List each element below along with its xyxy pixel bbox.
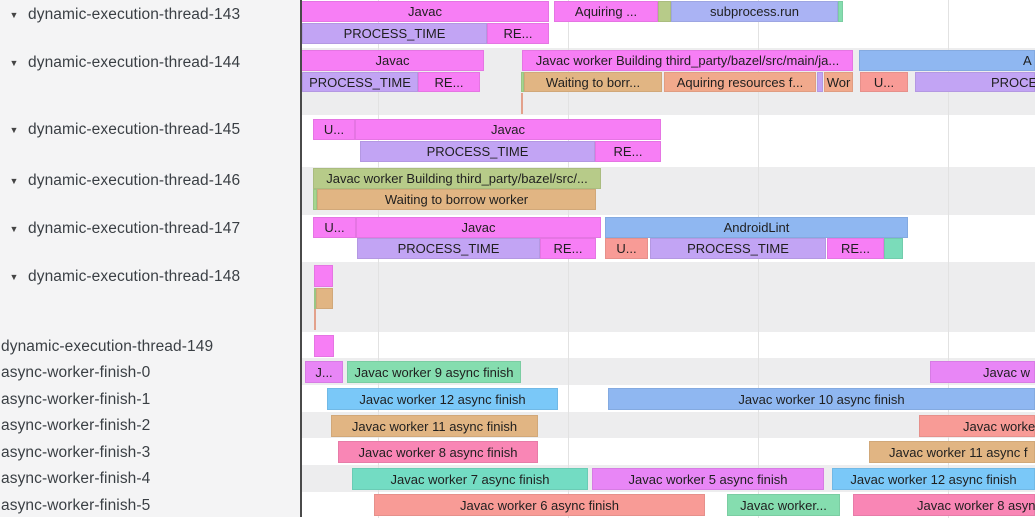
- collapse-arrow-icon[interactable]: ▼: [9, 175, 19, 186]
- timeline-slice[interactable]: [521, 93, 523, 114]
- timeline-slice[interactable]: PROCESS_TIME: [360, 141, 595, 162]
- track-label-dynamic-execution-thread-149[interactable]: dynamic-execution-thread-149: [0, 336, 300, 357]
- track-name: dynamic-execution-thread-144: [28, 53, 241, 71]
- timeline-slice[interactable]: U...: [313, 119, 355, 140]
- timeline-slice[interactable]: [838, 1, 843, 22]
- track-name: dynamic-execution-thread-149: [1, 337, 214, 355]
- timeline-slice[interactable]: AndroidLint: [605, 217, 908, 238]
- timeline-slice[interactable]: A: [859, 50, 1035, 71]
- timeline-slice[interactable]: Javac worker...: [727, 494, 840, 516]
- timeline-slice[interactable]: Javac worker 8 asyn: [853, 494, 1035, 516]
- track-label-dynamic-execution-thread-144[interactable]: ▼ dynamic-execution-thread-144: [0, 52, 300, 73]
- timeline-slice[interactable]: [314, 309, 316, 330]
- track-label-dynamic-execution-thread-146[interactable]: ▼ dynamic-execution-thread-146: [0, 170, 300, 191]
- track-label-dynamic-execution-thread-143[interactable]: ▼ dynamic-execution-thread-143: [0, 4, 300, 25]
- track-band: [302, 262, 1035, 332]
- timeline-slice[interactable]: Waiting to borrow worker: [317, 189, 596, 210]
- timeline-slice[interactable]: [817, 72, 823, 92]
- timeline-slice[interactable]: subprocess.run: [671, 1, 838, 22]
- timeline-slice[interactable]: [314, 335, 334, 357]
- track-name: dynamic-execution-thread-143: [28, 5, 241, 23]
- track-label-dynamic-execution-thread-148[interactable]: ▼ dynamic-execution-thread-148: [0, 266, 300, 287]
- timeline-slice[interactable]: PROCE: [915, 72, 1035, 92]
- timeline-slice[interactable]: Javac worker Building third_party/bazel/…: [313, 168, 601, 189]
- timeline-slice[interactable]: U...: [605, 238, 648, 259]
- timeline-slice[interactable]: Aquiring resources f...: [664, 72, 816, 92]
- timeline-slice[interactable]: Javac worker 12 async finish: [327, 388, 558, 410]
- timeline-slice[interactable]: Javac worker 7 async finish: [352, 468, 588, 490]
- timeline-slice[interactable]: Javac worker 11 async f: [869, 441, 1035, 463]
- track-name: async-worker-finish-0: [1, 363, 151, 381]
- collapse-arrow-icon[interactable]: ▼: [9, 57, 19, 68]
- sidebar-divider: [300, 0, 302, 517]
- timeline-slice[interactable]: U...: [860, 72, 908, 92]
- timeline-slice[interactable]: [314, 288, 316, 309]
- track-name: async-worker-finish-2: [1, 416, 151, 434]
- timeline-slice[interactable]: Javac worker 5 async finish: [592, 468, 824, 490]
- collapse-arrow-icon[interactable]: ▼: [9, 9, 19, 20]
- timeline-slice[interactable]: [316, 288, 333, 309]
- timeline-slice[interactable]: Javac: [301, 1, 549, 22]
- time-gridline: [568, 0, 569, 518]
- track-label-async-worker-finish-5[interactable]: async-worker-finish-5: [0, 495, 300, 516]
- timeline-slice[interactable]: Javac worke: [919, 415, 1035, 437]
- timeline-slice[interactable]: J...: [305, 361, 343, 383]
- time-gridline: [758, 0, 759, 518]
- collapse-arrow-icon[interactable]: ▼: [9, 271, 19, 282]
- track-name: async-worker-finish-1: [1, 390, 151, 408]
- timeline-slice[interactable]: Javac worker 10 async finish: [608, 388, 1035, 410]
- track-label-async-worker-finish-4[interactable]: async-worker-finish-4: [0, 468, 300, 489]
- timeline-slice[interactable]: Javac: [356, 217, 601, 238]
- timeline-slice[interactable]: RE...: [540, 238, 596, 259]
- track-label-dynamic-execution-thread-145[interactable]: ▼ dynamic-execution-thread-145: [0, 119, 300, 140]
- timeline-slice[interactable]: [884, 238, 903, 259]
- timeline-slice[interactable]: [658, 1, 671, 22]
- track-label-async-worker-finish-3[interactable]: async-worker-finish-3: [0, 442, 300, 463]
- timeline-slice[interactable]: RE...: [827, 238, 884, 259]
- timeline-slice[interactable]: Aquiring ...: [554, 1, 658, 22]
- collapse-arrow-icon[interactable]: ▼: [9, 223, 19, 234]
- timeline-slice[interactable]: [521, 72, 524, 92]
- timeline-slice[interactable]: RE...: [487, 23, 549, 44]
- track-name: dynamic-execution-thread-146: [28, 171, 241, 189]
- track-name: async-worker-finish-4: [1, 469, 151, 487]
- timeline-slice[interactable]: Javac worker 6 async finish: [374, 494, 705, 516]
- timeline-slice[interactable]: Javac worker 12 async finish: [832, 468, 1035, 490]
- track-name: dynamic-execution-thread-148: [28, 267, 241, 285]
- track-label-dynamic-execution-thread-147[interactable]: ▼ dynamic-execution-thread-147: [0, 218, 300, 239]
- timeline-slice[interactable]: PROCESS_TIME: [650, 238, 826, 259]
- timeline-slice[interactable]: PROCESS_TIME: [357, 238, 540, 259]
- timeline-slice[interactable]: Javac w: [930, 361, 1035, 383]
- timeline-slice[interactable]: Javac worker 9 async finish: [347, 361, 521, 383]
- timeline-slice[interactable]: RE...: [595, 141, 661, 162]
- time-gridline: [378, 0, 379, 518]
- track-label-async-worker-finish-2[interactable]: async-worker-finish-2: [0, 415, 300, 436]
- sidebar: ▼ dynamic-execution-thread-143 ▼ dynamic-ex…: [0, 0, 300, 517]
- timeline-slice[interactable]: Javac: [355, 119, 661, 140]
- timeline-slice[interactable]: PROCESS_TIME: [302, 23, 487, 44]
- track-name: dynamic-execution-thread-147: [28, 219, 241, 237]
- timeline-slice[interactable]: Waiting to borr...: [524, 72, 662, 92]
- timeline-slice[interactable]: Javac worker Building third_party/bazel/…: [522, 50, 853, 71]
- track-label-async-worker-finish-1[interactable]: async-worker-finish-1: [0, 389, 300, 410]
- timeline-slice[interactable]: Javac: [301, 50, 484, 71]
- timeline-slice[interactable]: Wor: [824, 72, 853, 92]
- timeline-slice[interactable]: U...: [313, 217, 356, 238]
- timeline-slice[interactable]: RE...: [418, 72, 480, 92]
- timeline-slice[interactable]: Javac worker 11 async finish: [331, 415, 538, 437]
- track-label-async-worker-finish-0[interactable]: async-worker-finish-0: [0, 362, 300, 383]
- track-name: async-worker-finish-5: [1, 496, 151, 514]
- timeline-slice[interactable]: Javac worker 8 async finish: [338, 441, 538, 463]
- timeline-slice[interactable]: [313, 189, 317, 210]
- time-gridline: [948, 0, 949, 518]
- collapse-arrow-icon[interactable]: ▼: [9, 124, 19, 135]
- track-name: dynamic-execution-thread-145: [28, 120, 241, 138]
- track-name: async-worker-finish-3: [1, 443, 151, 461]
- timeline-slice[interactable]: [314, 265, 333, 287]
- timeline-slice[interactable]: PROCESS_TIME: [302, 72, 418, 92]
